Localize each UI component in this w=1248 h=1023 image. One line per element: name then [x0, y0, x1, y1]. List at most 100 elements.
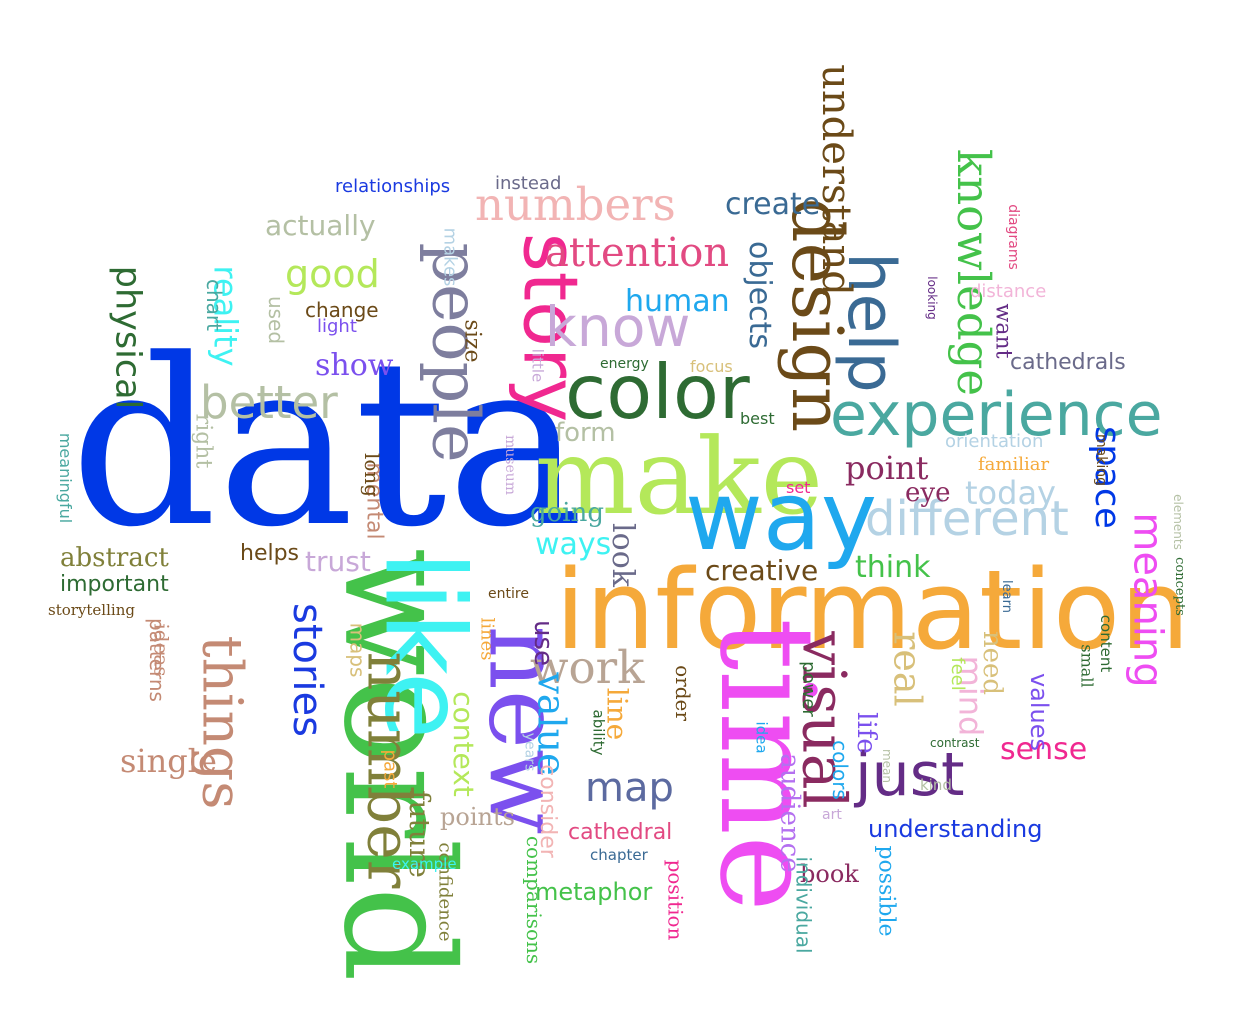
- word-power: power: [797, 661, 819, 717]
- word-use: use: [528, 619, 559, 667]
- word-data: data: [70, 311, 584, 578]
- word-show: show: [315, 348, 394, 383]
- word-good: good: [285, 252, 380, 296]
- word-meaningful: meaningful: [56, 432, 76, 524]
- word-point: point: [845, 449, 929, 487]
- word-helps: helps: [240, 541, 300, 566]
- word-objects: objects: [742, 240, 778, 350]
- word-familiar: familiar: [978, 454, 1050, 475]
- word-distance: distance: [970, 281, 1047, 302]
- word-need: need: [977, 630, 1008, 696]
- word-set: set: [786, 478, 811, 497]
- word-making: making: [1092, 434, 1109, 486]
- word-size: size: [459, 319, 485, 363]
- word-know: know: [545, 295, 691, 359]
- word-stories: stories: [284, 602, 331, 738]
- word-small: small: [1077, 644, 1097, 688]
- word-meaning: meaning: [1124, 512, 1171, 688]
- word-orientation: orientation: [945, 431, 1044, 452]
- word-museum: museum: [502, 434, 519, 496]
- word-focus: focus: [690, 357, 733, 376]
- word-used: used: [264, 295, 289, 345]
- word-better: better: [200, 376, 338, 429]
- word-metaphor: metaphor: [535, 878, 653, 906]
- word-long: long: [360, 452, 385, 498]
- word-look: look: [604, 523, 640, 587]
- word-light: light: [317, 316, 357, 337]
- word-value: value: [529, 672, 574, 776]
- word-cathedrals: cathedrals: [1010, 350, 1126, 375]
- word-instead: instead: [495, 173, 562, 194]
- word-colors: colors: [827, 740, 852, 800]
- word-entire: entire: [488, 586, 529, 602]
- word-single: single: [120, 742, 217, 780]
- word-important: important: [60, 572, 169, 597]
- word-context: context: [446, 691, 480, 797]
- word-attention: attention: [545, 230, 730, 276]
- word-actually: actually: [265, 209, 376, 242]
- word-order: order: [670, 665, 695, 721]
- word-concepts: concepts: [1171, 557, 1187, 616]
- word-change: change: [305, 298, 379, 322]
- word-points: points: [440, 803, 515, 831]
- word-ability: ability: [589, 709, 608, 756]
- word-content: content: [1097, 614, 1116, 673]
- word-think: think: [855, 550, 931, 585]
- word-real: real: [885, 631, 930, 707]
- word-elements: elements: [1170, 494, 1185, 550]
- word-today: today: [965, 474, 1056, 512]
- word-little: little: [528, 348, 547, 383]
- word-eye: eye: [905, 478, 951, 508]
- word-best: best: [740, 409, 775, 428]
- word-makes: makes: [439, 227, 461, 287]
- word-understanding: understanding: [868, 815, 1043, 843]
- word-learn: learn: [998, 580, 1014, 613]
- word-form: form: [555, 418, 616, 448]
- word-energy: energy: [600, 356, 649, 372]
- word-knowledge: knowledge: [947, 148, 1001, 397]
- word-right: right: [190, 413, 216, 469]
- word-cathedral: cathedral: [568, 820, 673, 845]
- word-going: going: [530, 498, 605, 528]
- word-creative: creative: [705, 554, 819, 587]
- word-make: make: [535, 416, 823, 538]
- word-sense: sense: [1000, 732, 1088, 767]
- word-diagrams: diagrams: [1004, 204, 1021, 270]
- word-individual: individual: [791, 856, 816, 954]
- word-lines: lines: [476, 617, 498, 661]
- word-relationships: relationships: [335, 176, 451, 197]
- word-idea: idea: [752, 721, 771, 754]
- word-feel: feel: [946, 657, 968, 691]
- word-trust: trust: [305, 545, 371, 578]
- word-audience: audience: [774, 753, 805, 873]
- word-human: human: [625, 284, 730, 319]
- word-mean: mean: [880, 748, 895, 784]
- word-position: position: [663, 859, 688, 941]
- word-storytelling: storytelling: [48, 601, 135, 619]
- word-abstract: abstract: [60, 543, 169, 573]
- word-years: years: [521, 732, 538, 772]
- word-create: create: [725, 187, 821, 222]
- word-book: book: [800, 860, 859, 888]
- word-values: values: [1025, 672, 1054, 752]
- word-ways: ways: [535, 527, 612, 562]
- word-way: way: [685, 462, 878, 572]
- word-ideas: ideas: [149, 623, 174, 677]
- word-life: life: [850, 712, 881, 754]
- word-comparisons: comparisons: [522, 835, 547, 965]
- word-numbers: numbers: [475, 178, 676, 231]
- word-contrast: contrast: [930, 736, 980, 750]
- word-work: work: [530, 641, 645, 694]
- word-understand: understand: [812, 64, 859, 296]
- word-physical: physical: [107, 265, 148, 410]
- word-chapter: chapter: [590, 846, 648, 864]
- word-kind: kind: [920, 776, 952, 794]
- word-art: art: [822, 807, 842, 823]
- word-looking: looking: [924, 276, 939, 320]
- word-maps: maps: [345, 622, 370, 678]
- word-want: want: [990, 303, 1016, 359]
- word-experience: experience: [830, 380, 1163, 450]
- word-map: map: [585, 765, 674, 811]
- word-example: example: [392, 855, 457, 873]
